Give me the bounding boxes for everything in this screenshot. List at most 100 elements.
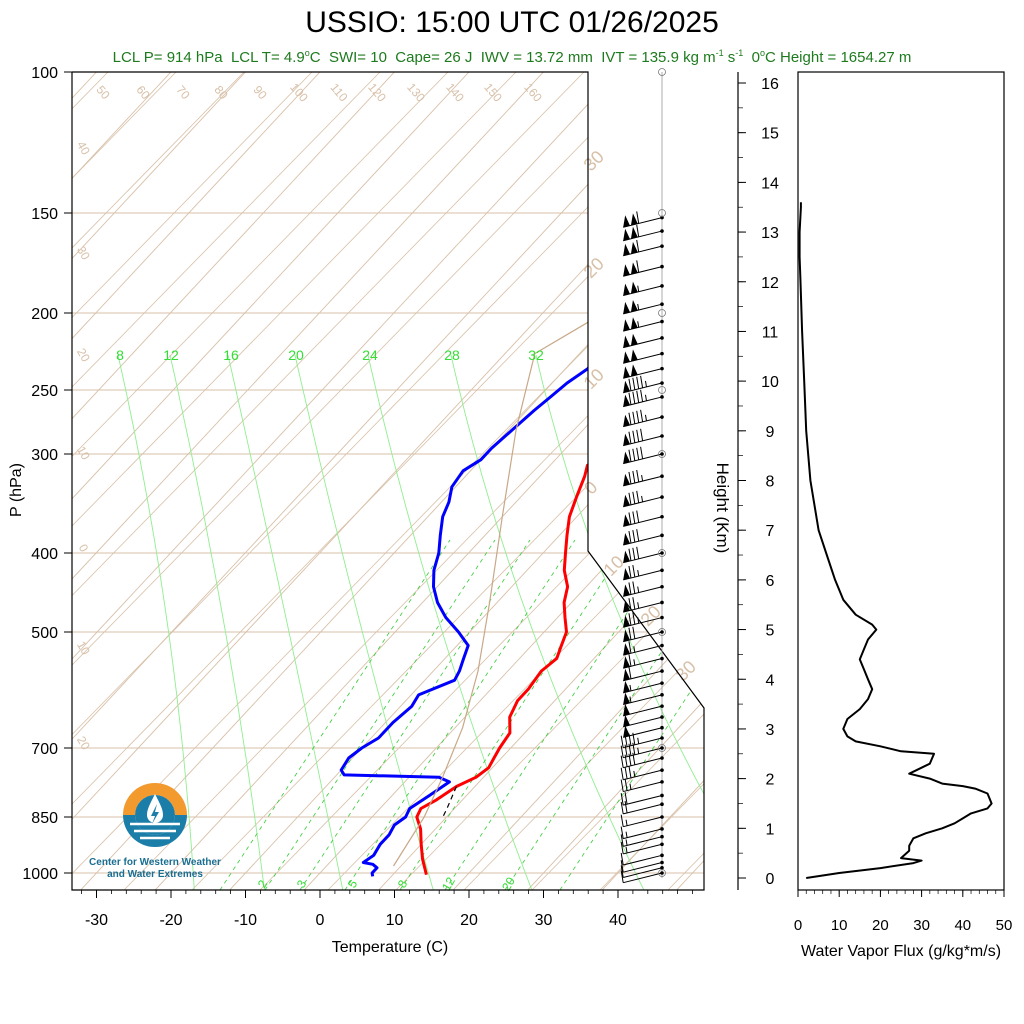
isotherm-line — [527, 72, 704, 890]
barb-flag — [624, 778, 628, 791]
barb-dot — [660, 533, 664, 538]
theta-label: 60 — [133, 83, 153, 102]
barb-dot — [660, 415, 664, 419]
barb-flag — [624, 800, 628, 814]
theta-label: 80 — [211, 83, 231, 102]
barb-pennant — [630, 262, 638, 275]
wind-barb — [623, 534, 663, 546]
skewt-axes: -30 -20 -10 0 10 20 30 401001502002503004005007… — [22, 65, 693, 929]
barb-pennant — [623, 228, 630, 241]
barb-flag — [620, 745, 624, 758]
x-tick-label: 0 — [316, 912, 325, 929]
barb-dot — [660, 244, 664, 248]
barb-dot — [660, 584, 664, 589]
calm-circle — [658, 549, 666, 557]
flux-y-tick-label: 6 — [766, 573, 775, 590]
flux-y-tick-label: 11 — [762, 324, 779, 341]
barb-flag — [620, 826, 624, 839]
dry-adiabat-line — [395, 72, 704, 890]
mixing-ratio-line — [444, 539, 676, 890]
x-tick-label: -10 — [234, 912, 257, 929]
wind-barb — [623, 794, 663, 806]
barb-half-flag — [637, 586, 640, 593]
theta-label: 70 — [173, 83, 193, 102]
temperature-line — [415, 211, 704, 876]
mixing-ratio-lower-label: 2 — [255, 877, 271, 890]
barb-pennant — [623, 680, 630, 693]
y-tick-label: 150 — [31, 206, 58, 223]
barb-flag — [636, 410, 640, 423]
barb-dot — [660, 802, 664, 807]
wind-barb — [623, 737, 663, 749]
barb-flag — [632, 470, 636, 484]
flux-x-tick-label: 20 — [872, 917, 889, 934]
barb-flag — [632, 597, 636, 610]
barb-pennant — [623, 550, 630, 563]
flux-y-tick-label: 16 — [761, 76, 779, 93]
mixing-ratio-label: 20 — [288, 347, 304, 363]
barb-pennant — [623, 394, 630, 407]
barb-dot — [660, 366, 664, 371]
barb-dot — [660, 815, 664, 819]
theta-label: 160 — [521, 80, 545, 105]
barb-dot — [660, 514, 664, 519]
wind-barb — [623, 601, 663, 613]
isotherm-line — [72, 72, 619, 890]
barb-flag — [632, 564, 636, 578]
theta-label: 50 — [93, 83, 113, 102]
wind-barb — [623, 682, 663, 694]
dry-adiabat-line — [72, 72, 704, 890]
barb-flag — [632, 511, 636, 524]
mixing-ratio-line — [399, 539, 631, 890]
wind-barb — [623, 631, 663, 643]
barb-half-flag — [629, 684, 632, 691]
barb-dot — [660, 865, 664, 870]
barb-flag — [624, 766, 628, 779]
barb-dot — [660, 704, 664, 708]
theta-label: 140 — [443, 80, 467, 105]
chart-subtitle: LCL P= 914 hPa LCL T= 4.9oC SWI= 10 Cape… — [0, 48, 1024, 66]
barb-half-flag — [637, 285, 640, 292]
mixing-ratio-line — [559, 539, 704, 890]
flux-frame — [797, 71, 1005, 891]
barb-flag — [628, 548, 632, 561]
barb-dot — [660, 681, 664, 685]
barb-dot — [660, 780, 664, 784]
barb-pennant — [623, 584, 630, 597]
barb-half-flag — [625, 819, 628, 826]
barb-half-flag — [637, 602, 640, 609]
barb-dot — [660, 827, 664, 831]
barb-dot — [660, 319, 664, 324]
barb-flag — [632, 391, 636, 404]
barb-flag — [636, 529, 640, 542]
dry-adiabat-line — [72, 72, 585, 890]
wind-barb — [623, 230, 663, 242]
barb-pennant — [623, 351, 630, 364]
flux-y-tick-label: 10 — [761, 374, 779, 391]
barb-flag — [620, 779, 624, 792]
wind-barb — [623, 716, 663, 728]
barb-pennant — [630, 349, 638, 362]
right-edge-label: 10 — [580, 365, 608, 393]
moist-adiabat-line — [227, 354, 344, 890]
isotherm-line — [72, 72, 544, 890]
barb-dot — [660, 842, 664, 847]
wind-barb — [623, 516, 663, 527]
barb-flag — [632, 530, 636, 543]
barb-flag — [628, 641, 632, 654]
dry-adiabat-line — [72, 72, 449, 890]
barb-half-flag — [637, 737, 640, 744]
barb-half-flag — [644, 414, 647, 421]
wind-barb — [623, 836, 663, 847]
ivt-value: IVT = 135.9 kg m-1 s-1 — [601, 48, 744, 66]
calm-circle — [658, 869, 666, 877]
left-edge-label: 30 — [74, 244, 93, 263]
swi-value: SWI= 10 — [328, 49, 387, 66]
barb-flag — [620, 814, 624, 827]
barb-flag — [632, 430, 636, 443]
wind-barb — [623, 757, 663, 769]
barb-flag — [632, 411, 636, 424]
wind-barb — [623, 867, 663, 878]
flux-y-tick-label: 2 — [766, 772, 775, 789]
dry-adiabat-line — [72, 72, 653, 890]
